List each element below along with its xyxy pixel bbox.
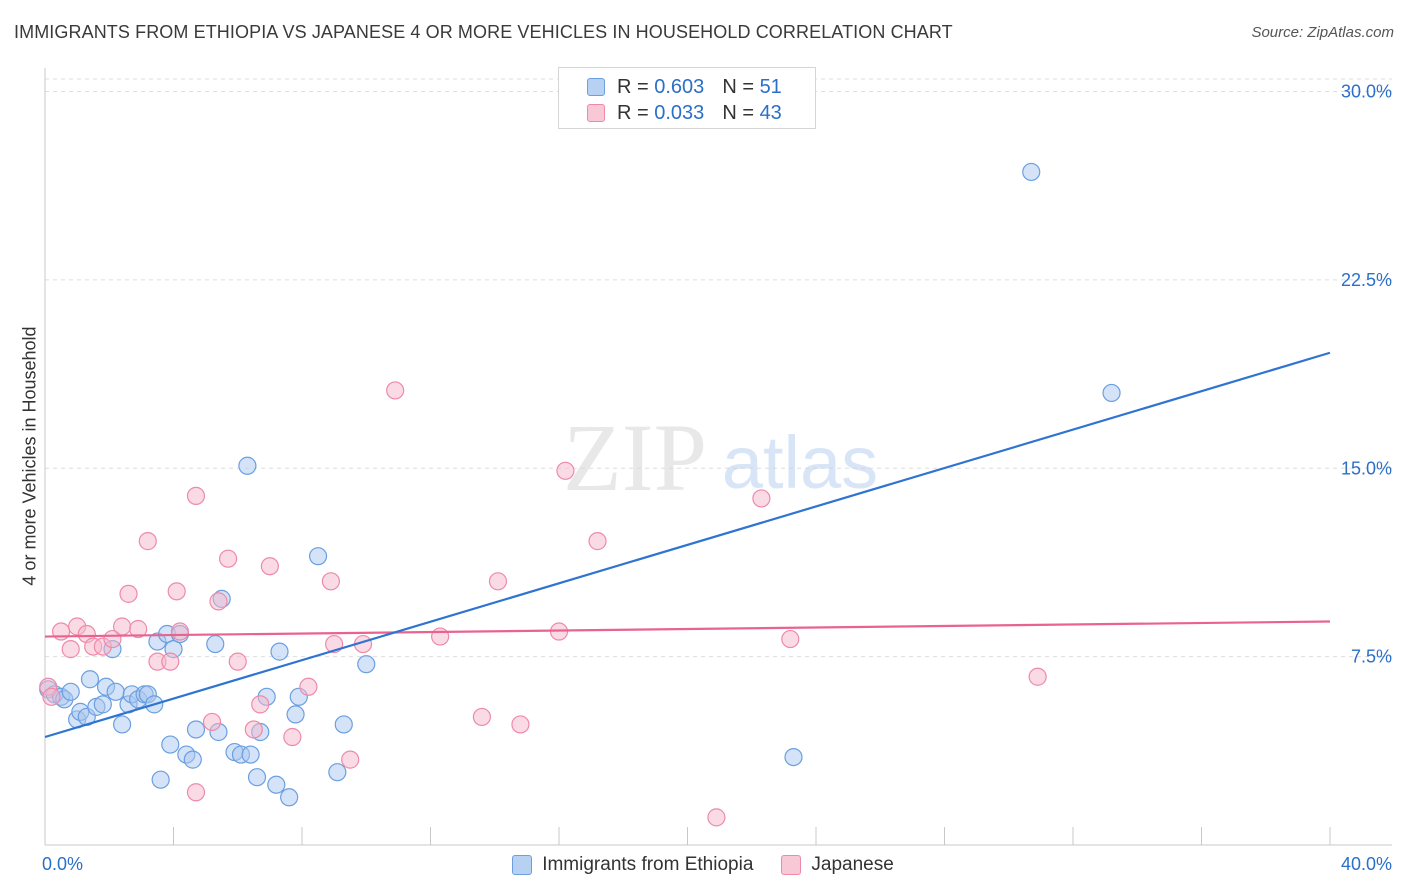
ethiopia-point	[334, 715, 353, 734]
series-legend-ethiopia[interactable]: Immigrants from Ethiopia	[512, 854, 753, 876]
japanese-point	[202, 712, 222, 732]
japanese-point	[186, 486, 206, 506]
ethiopia-point	[106, 682, 125, 701]
ethiopia-point	[267, 775, 286, 794]
japanese-point	[170, 622, 190, 641]
japanese-point	[386, 381, 405, 400]
legend-row-ethiopia: R = 0.603 N = 51	[587, 74, 782, 100]
japanese-point	[321, 572, 341, 591]
ethiopia-point	[784, 747, 803, 767]
japanese-points	[39, 381, 1047, 827]
y-tick-label: 15.0%	[1341, 458, 1392, 478]
ethiopia-point	[1102, 383, 1121, 403]
japanese-point	[431, 627, 450, 646]
series-name-ethiopia: Immigrants from Ethiopia	[542, 854, 754, 875]
ethiopia-point	[183, 750, 202, 769]
ethiopia-point	[238, 456, 257, 475]
tick-labels: 7.5% 15.0% 22.5% 30.0% 0.0% 40.0%	[42, 82, 1392, 874]
japanese-point	[119, 584, 138, 603]
legend-swatch-japanese	[587, 104, 605, 122]
y-tick-label: 30.0%	[1341, 82, 1392, 102]
japanese-point	[781, 629, 800, 649]
japanese-point	[219, 549, 238, 568]
legend-r-label: R =	[617, 101, 649, 124]
japanese-point	[588, 532, 607, 551]
ethiopia-point	[151, 770, 170, 789]
japanese-point	[472, 707, 491, 727]
japanese-point	[167, 582, 186, 601]
y-tick-label: 7.5%	[1351, 647, 1392, 667]
ethiopia-point	[61, 682, 80, 701]
japanese-point	[209, 592, 228, 611]
series-swatch-japanese	[781, 855, 802, 875]
ethiopia-point	[186, 720, 206, 739]
ethiopia-point	[161, 735, 180, 754]
ethiopia-point	[328, 763, 347, 782]
legend-swatch-ethiopia	[587, 78, 605, 96]
watermark-zip: ZIP	[563, 404, 707, 511]
ethiopia-point	[241, 745, 260, 764]
japanese-point	[228, 652, 247, 671]
series-swatch-ethiopia	[512, 855, 533, 875]
ethiopia-trend-line	[44, 351, 1331, 739]
japanese-point	[138, 532, 157, 551]
japanese-point	[511, 715, 530, 734]
ethiopia-point	[80, 670, 100, 689]
japanese-point	[186, 783, 206, 802]
chart-title: IMMIGRANTS FROM ETHIOPIA VS JAPANESE 4 O…	[14, 22, 953, 42]
legend-r-value: 0.603	[654, 75, 705, 98]
legend-n-value: 43	[759, 101, 782, 124]
watermark-atlas: atlas	[722, 421, 878, 504]
trend-lines	[44, 351, 1331, 739]
ethiopia-point	[308, 547, 328, 566]
gridlines	[45, 78, 1392, 658]
series-legend: Immigrants from Ethiopia Japanese	[0, 852, 1406, 878]
legend-row-japanese: R = 0.033 N = 43	[587, 100, 782, 126]
japanese-point	[129, 619, 148, 639]
ethiopia-point	[286, 705, 305, 724]
y-axis-label: 4 or more Vehicles in Household	[19, 326, 40, 586]
x-tick-label-max: 40.0%	[1341, 854, 1392, 874]
japanese-point	[61, 640, 80, 659]
ethiopia-point	[1022, 162, 1041, 182]
japanese-point	[1028, 667, 1047, 686]
japanese-point	[283, 727, 302, 747]
y-tick-label: 22.5%	[1341, 270, 1392, 290]
japanese-point	[341, 750, 360, 769]
ethiopia-point	[270, 642, 289, 661]
ethiopia-point	[93, 695, 112, 714]
source-label: Source: ZipAtlas.com	[1251, 24, 1394, 41]
ethiopia-point	[280, 788, 299, 807]
legend-r-label: R =	[617, 75, 649, 98]
japanese-point	[556, 461, 575, 480]
legend-n-value: 51	[759, 75, 782, 98]
japanese-point	[299, 677, 318, 696]
ethiopia-point	[357, 655, 376, 674]
ethiopia-point	[247, 768, 267, 787]
japanese-point	[42, 687, 61, 706]
japanese-point	[752, 489, 771, 508]
japanese-point	[251, 695, 270, 714]
japanese-point	[707, 808, 726, 827]
japanese-point	[488, 572, 508, 591]
japanese-point	[112, 617, 132, 636]
japanese-point	[161, 652, 180, 671]
axes	[44, 68, 1392, 846]
japanese-point	[260, 557, 279, 576]
japanese-trend-line	[44, 620, 1331, 638]
ethiopia-point	[206, 634, 225, 654]
series-name-japanese: Japanese	[811, 854, 894, 875]
legend-n-label: N =	[722, 75, 754, 98]
x-tick-label-min: 0.0%	[42, 854, 83, 874]
correlation-legend: R = 0.603 N = 51 R = 0.033 N = 43	[558, 67, 816, 129]
ethiopia-point	[112, 715, 132, 734]
series-legend-japanese[interactable]: Japanese	[781, 854, 894, 876]
legend-n-label: N =	[722, 101, 754, 124]
japanese-point	[244, 720, 263, 739]
legend-r-value: 0.033	[654, 101, 705, 124]
